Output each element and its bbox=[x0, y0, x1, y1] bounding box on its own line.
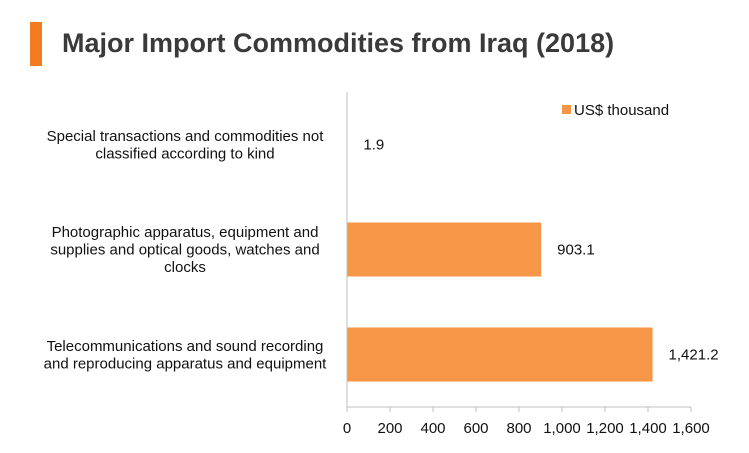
x-tick-label: 1,000 bbox=[543, 420, 581, 437]
chart-title: Major Import Commodities from Iraq (2018… bbox=[62, 28, 615, 58]
legend: US$ thousand bbox=[562, 102, 669, 119]
bars-group bbox=[347, 222, 653, 382]
bar bbox=[347, 327, 653, 382]
category-label: Photographic apparatus, equipment and sup… bbox=[50, 224, 319, 276]
x-tick-label: 0 bbox=[343, 420, 351, 437]
data-label: 903.1 bbox=[557, 242, 595, 259]
data-label: 1,421.2 bbox=[669, 347, 719, 364]
x-tick-label: 1,400 bbox=[629, 420, 667, 437]
x-tick-label: 200 bbox=[377, 420, 402, 437]
x-tick-label: 400 bbox=[420, 420, 445, 437]
legend-swatch bbox=[562, 105, 571, 114]
category-label: Special transactions and commodities not… bbox=[47, 128, 325, 163]
axes-group: 0 200 400 600 800 1,000 1,200 1,400 1,600 bbox=[343, 92, 710, 437]
x-tick-label: 800 bbox=[506, 420, 531, 437]
x-tick-label: 600 bbox=[463, 420, 488, 437]
bar bbox=[347, 222, 542, 277]
x-tick-label: 1,200 bbox=[586, 420, 624, 437]
legend-label: US$ thousand bbox=[574, 102, 669, 119]
labels-group: 1.9 Special transactions and commodities … bbox=[44, 128, 719, 373]
data-label: 1.9 bbox=[363, 137, 384, 154]
x-tick-label: 1,600 bbox=[672, 420, 710, 437]
category-label: Telecommunications and sound recording an… bbox=[44, 338, 328, 373]
title-accent-bar bbox=[30, 22, 42, 66]
